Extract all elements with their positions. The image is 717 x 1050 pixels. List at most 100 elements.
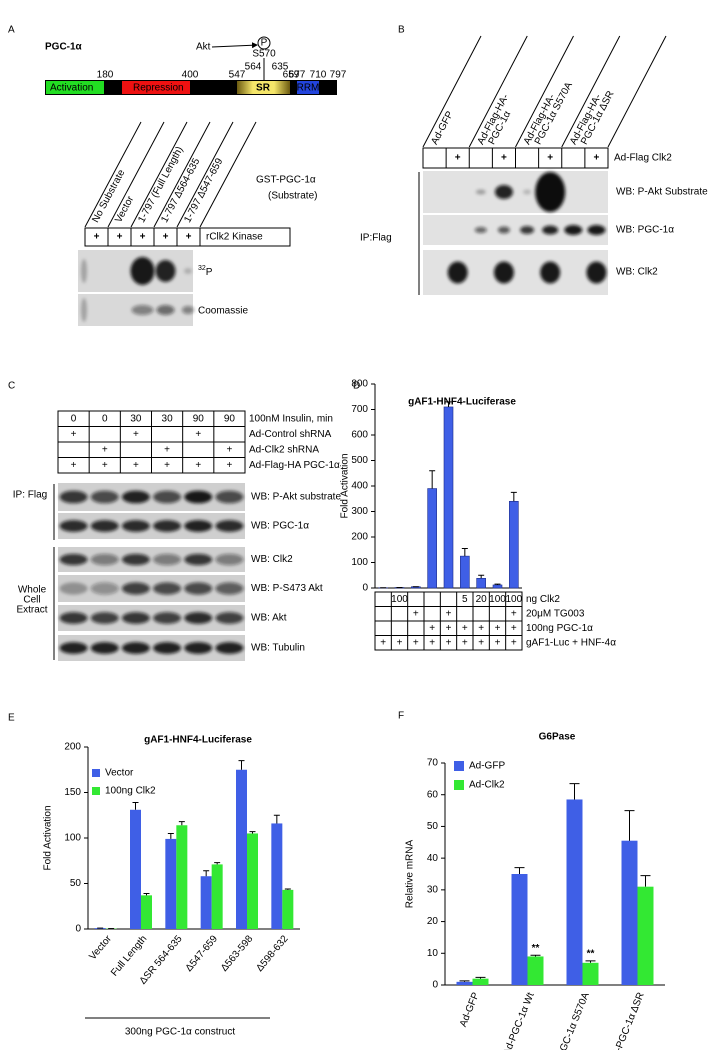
table-cell: 100 [505, 594, 522, 605]
row-label: ng Clk2 [526, 594, 560, 605]
y-axis-label: Fold Activation [340, 453, 351, 518]
position-label: 659 [283, 70, 300, 81]
bar [165, 838, 177, 929]
table-cell: + [133, 460, 139, 471]
substrate-label: (Substrate) [268, 191, 317, 202]
blot-band [564, 225, 583, 235]
blot-band [59, 490, 88, 504]
blot-band [59, 612, 88, 624]
blot-band [184, 553, 213, 566]
lane-divider [107, 121, 165, 228]
blot [58, 635, 245, 661]
bar [492, 584, 503, 589]
lane-divider [607, 35, 667, 148]
table-cell: 20 [476, 594, 488, 605]
bar [247, 833, 258, 929]
y-tick-label: 150 [64, 787, 81, 798]
lane-divider [515, 35, 574, 148]
bar [427, 488, 437, 589]
y-tick-label: 60 [427, 789, 439, 800]
blot [423, 171, 608, 213]
y-tick-label: 40 [427, 853, 439, 864]
blot-label: WB: P-Akt Substrate [616, 187, 708, 198]
error-bar [284, 888, 291, 890]
table-cell: + [495, 638, 501, 649]
bar [476, 578, 486, 589]
error-bar [461, 547, 468, 557]
y-tick-label: 100 [64, 833, 81, 844]
table-cell: + [380, 638, 386, 649]
table-cell: + [478, 638, 484, 649]
table-cell: + [413, 638, 419, 649]
y-tick-label: 0 [432, 980, 438, 991]
blot-band [121, 582, 150, 595]
row-label: 100ng PGC-1α [526, 623, 593, 634]
error-bar [569, 783, 580, 800]
blot-band [121, 612, 150, 624]
blot-band [90, 520, 119, 532]
bar [509, 500, 519, 589]
y-tick-label: 100 [351, 557, 368, 568]
table-cell: + [495, 623, 501, 634]
plus-mark: + [163, 232, 169, 243]
blot-label: WB: Tubulin [251, 643, 305, 654]
bar [460, 555, 470, 589]
error-bar [143, 893, 150, 896]
error-bar [624, 810, 635, 841]
lane-divider [153, 121, 211, 228]
blot-band [153, 490, 182, 504]
table-cell: + [446, 623, 452, 634]
table-cell: + [71, 460, 77, 471]
blot-band [184, 490, 213, 504]
row-label: 100nM Insulin, min [249, 414, 333, 425]
blot-band [90, 612, 119, 624]
blot-band [215, 582, 244, 595]
blot-band [215, 553, 244, 566]
blot-band [475, 189, 486, 195]
blot-band [153, 582, 182, 595]
bar [176, 825, 188, 929]
extract-label: Extract [16, 605, 47, 616]
bar [200, 876, 212, 929]
panel-letter: B [398, 25, 405, 36]
table-cell: + [133, 429, 139, 440]
blot [58, 483, 245, 511]
position-label: 635 [272, 62, 289, 73]
lane-divider [468, 35, 528, 148]
error-bar [514, 867, 525, 874]
legend-label: Vector [105, 768, 134, 779]
bar [472, 978, 489, 985]
domain-rrm [297, 81, 319, 94]
y-tick-label: 200 [64, 742, 81, 753]
panel-letter: A [8, 25, 15, 36]
bar [211, 864, 223, 929]
position-label: 547 [229, 70, 246, 81]
y-tick-label: 0 [362, 583, 368, 594]
blot-label: WB: P-Akt substrate [251, 492, 341, 503]
domain-label: Activation [50, 83, 93, 94]
lane-divider [130, 121, 188, 228]
annotation: ** [532, 943, 540, 954]
lane-divider [199, 121, 257, 228]
error-bar [640, 875, 651, 887]
blot-band [90, 582, 119, 595]
error-bar [249, 831, 256, 834]
blot-band [540, 261, 561, 284]
domain-label: SR [256, 83, 271, 94]
ip-label: IP:Flag [360, 233, 392, 244]
y-axis-label: Fold Activation [43, 805, 54, 870]
blot-label: WB: Clk2 [616, 267, 658, 278]
position-label: 180 [97, 70, 114, 81]
y-tick-label: 800 [351, 379, 368, 390]
row-label: 20μM TG003 [526, 609, 585, 620]
protein-name: PGC-1α [45, 42, 83, 53]
error-bar [530, 954, 541, 957]
table-cell: + [226, 445, 232, 456]
extract-label: Cell [23, 595, 40, 606]
blot-band [59, 553, 88, 566]
table-cell: + [429, 623, 435, 634]
radiolabel: 32P [198, 265, 213, 278]
table-cell: + [71, 429, 77, 440]
row-label: rClk2 Kinase [206, 232, 263, 243]
table-cell: + [164, 460, 170, 471]
